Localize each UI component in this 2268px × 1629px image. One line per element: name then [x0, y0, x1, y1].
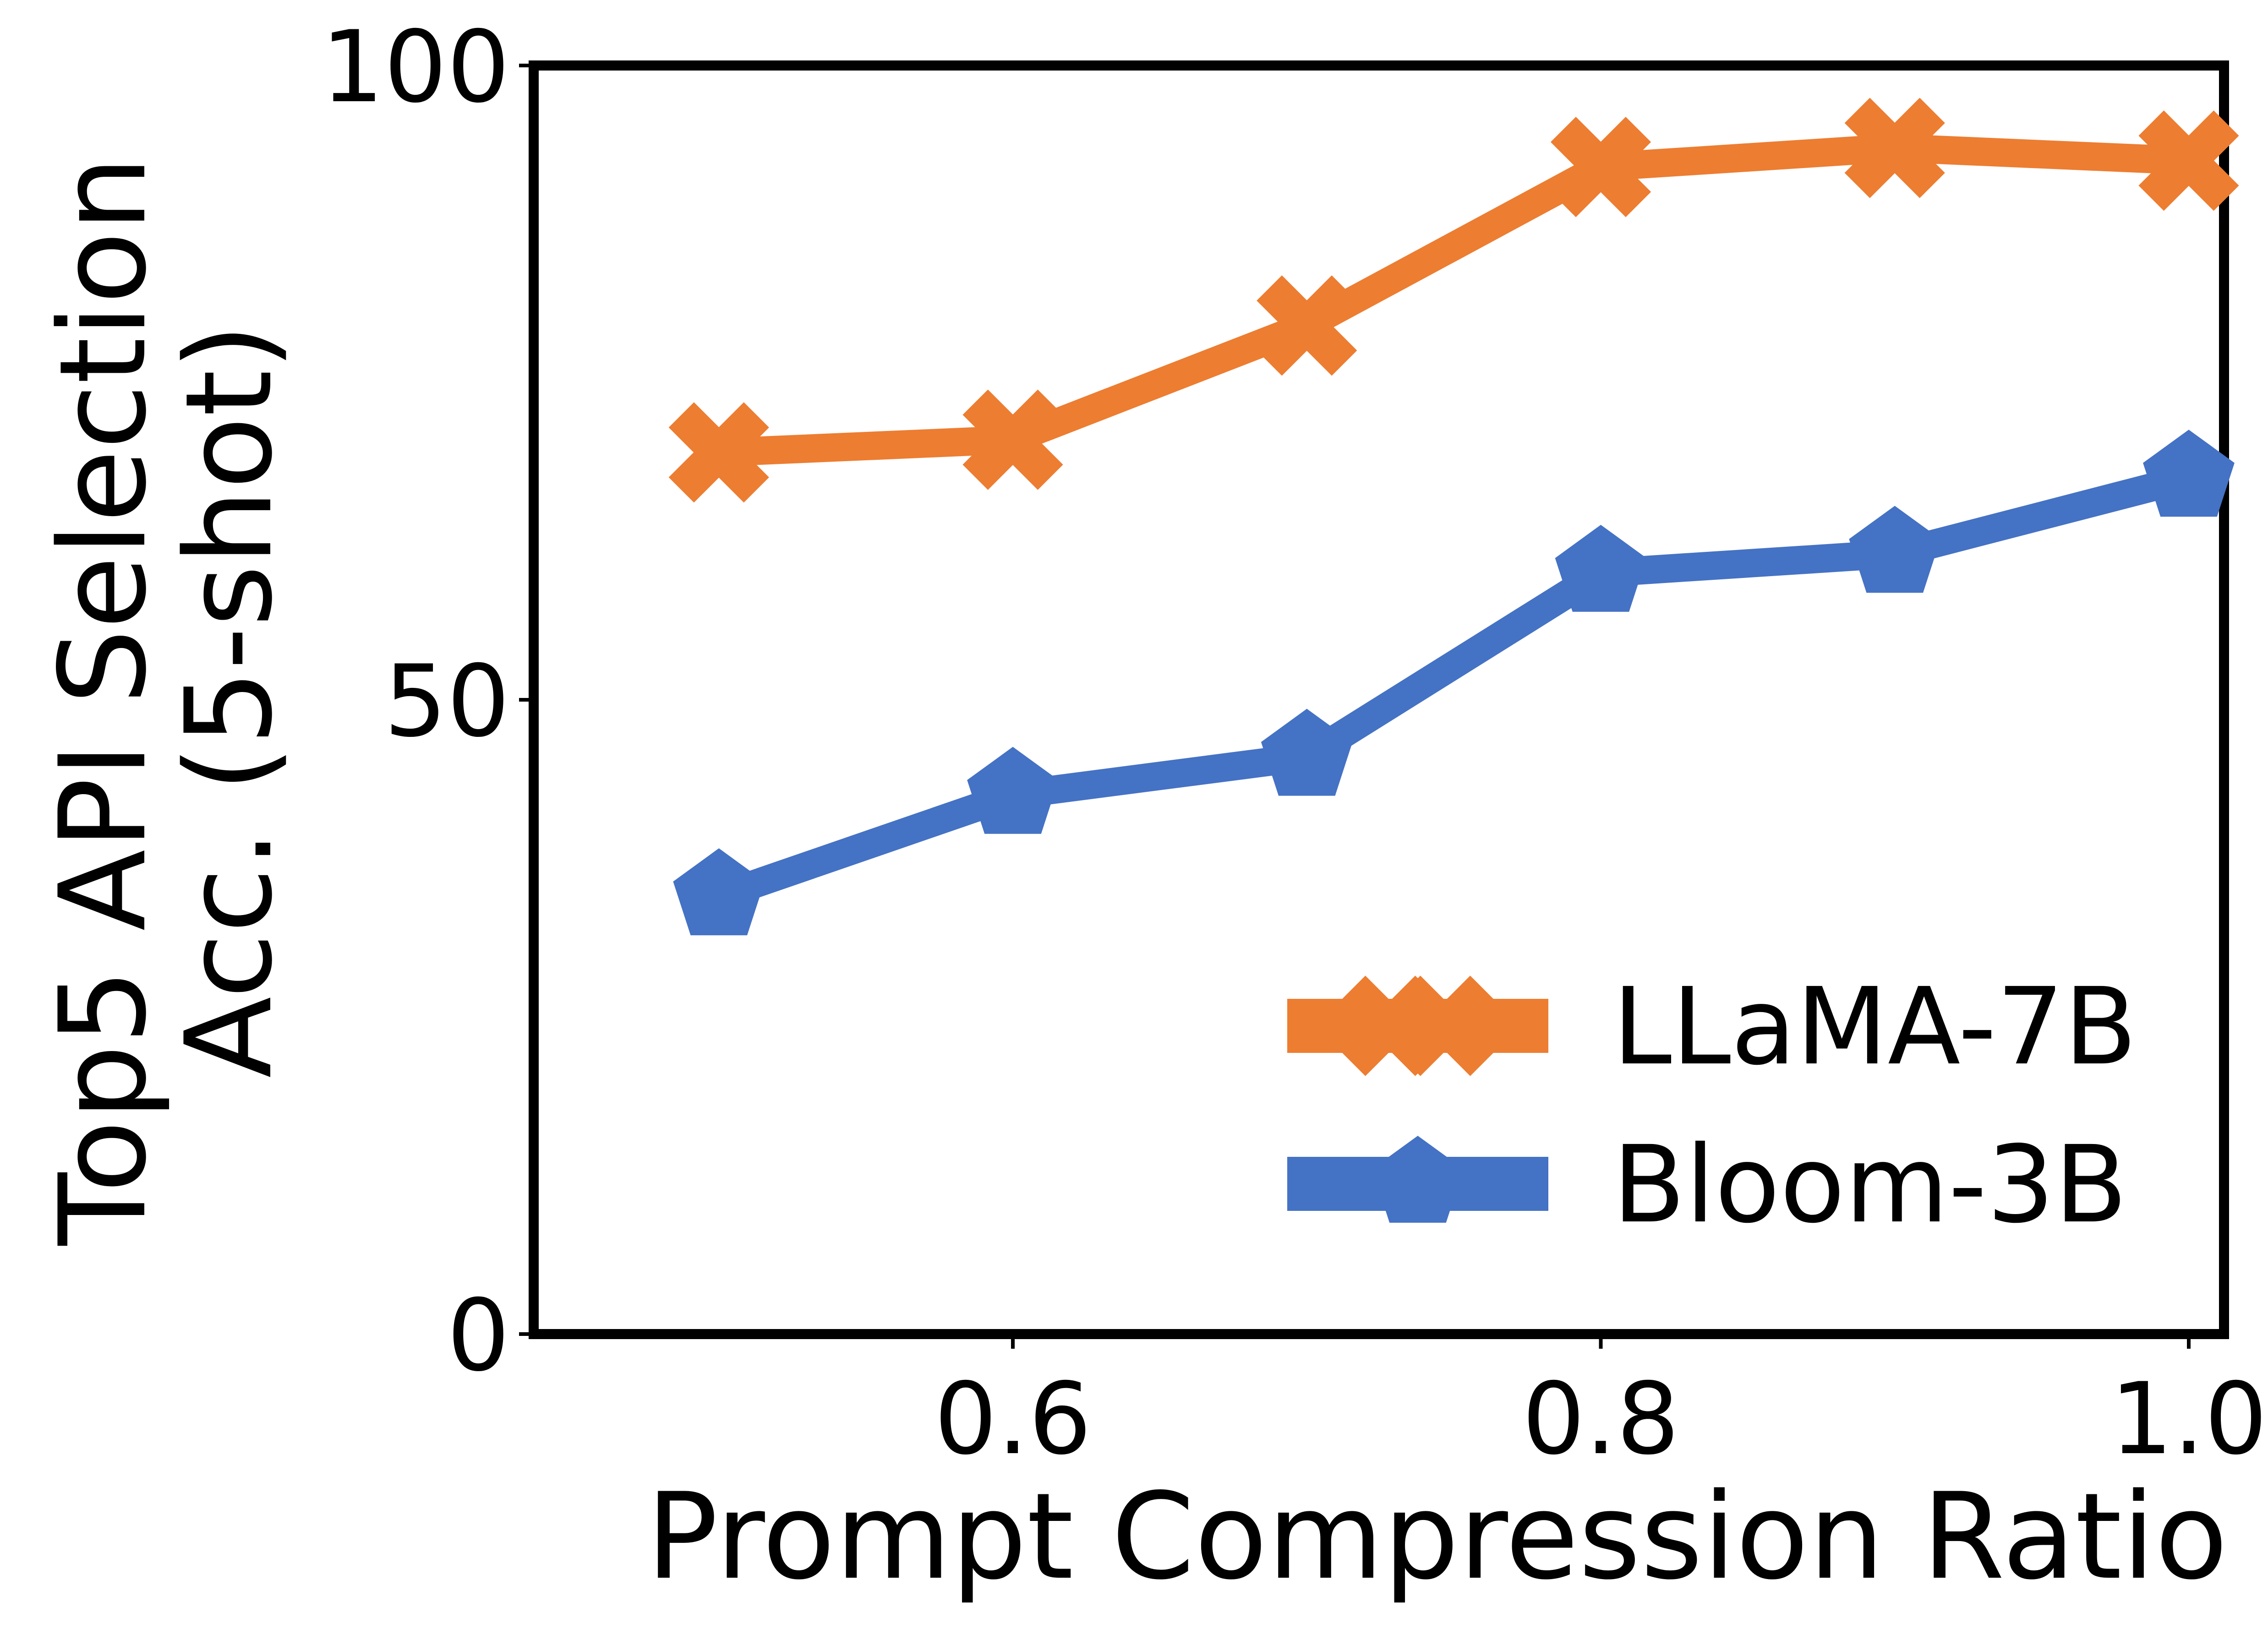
x-axis-title: Prompt Compression Ratio	[646, 1468, 2228, 1606]
series-bloom-3b	[673, 430, 2235, 936]
data-point	[2143, 430, 2235, 517]
y-axis-title-line1: Top5 API Selection	[34, 156, 173, 1248]
legend-marker-bloom	[1372, 1136, 1464, 1223]
y-tick-label: 0	[447, 1278, 510, 1393]
data-point	[673, 848, 765, 936]
data-point	[1555, 525, 1647, 612]
x-tick-label: 0.8	[1522, 1362, 1680, 1476]
data-point	[1844, 98, 1945, 198]
data-point	[2138, 110, 2239, 211]
data-point	[668, 402, 769, 503]
series-layer	[668, 98, 2239, 936]
x-tick-label: 1.0	[2110, 1362, 2268, 1476]
data-point	[1849, 506, 1941, 593]
legend-label-bloom: Bloom-3B	[1612, 1123, 2127, 1247]
series-line	[714, 464, 2192, 910]
legend-marker-llama	[1340, 975, 1496, 1076]
data-point	[1550, 117, 1651, 218]
y-axis: 0 50 100	[321, 10, 534, 1393]
y-tick-label: 50	[384, 644, 510, 759]
data-point	[1257, 275, 1357, 376]
data-point	[967, 746, 1059, 834]
y-axis-title-line2: Acc. (5-shot)	[160, 323, 299, 1078]
data-point	[1261, 708, 1353, 796]
legend-marker-shape	[1372, 1136, 1464, 1223]
series-line	[718, 134, 2190, 467]
legend-entry-bloom: Bloom-3B	[1287, 1123, 2127, 1247]
series-llama-7b	[668, 98, 2239, 503]
legend-entry-llama: LLaMA-7B	[1287, 965, 2137, 1089]
x-axis: 0.6 0.8 1.0	[934, 1334, 2268, 1476]
x-tick-label: 0.6	[934, 1362, 1092, 1476]
legend-label-llama: LLaMA-7B	[1612, 965, 2137, 1089]
legend-marker-shape	[1395, 975, 1496, 1076]
legend: LLaMA-7B Bloom-3B	[1287, 965, 2137, 1247]
y-tick-label: 100	[321, 10, 510, 125]
data-point	[962, 389, 1063, 490]
